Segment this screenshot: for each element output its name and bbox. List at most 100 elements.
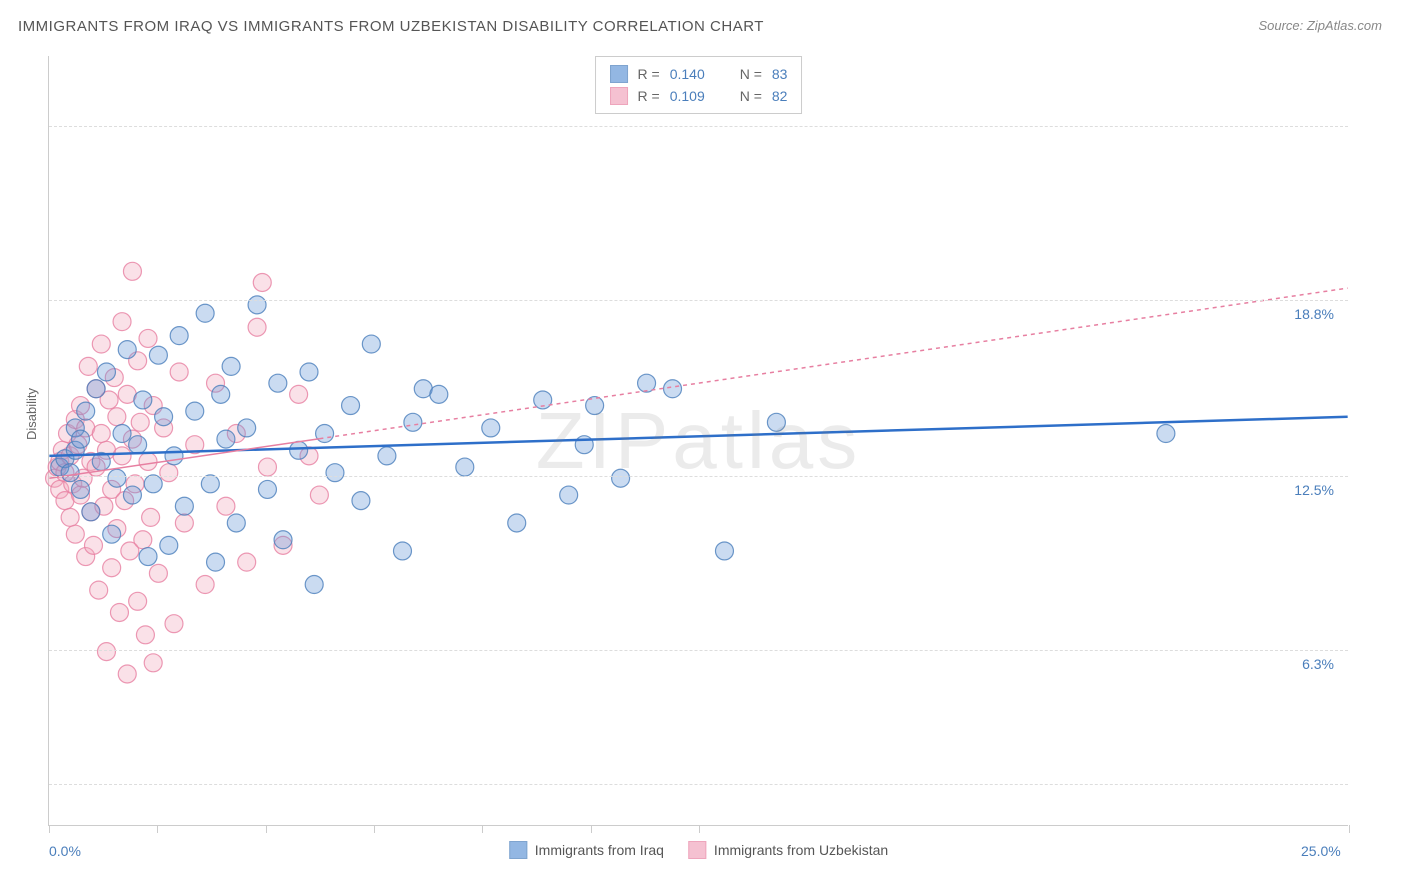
scatter-point bbox=[560, 486, 578, 504]
scatter-point bbox=[201, 475, 219, 493]
scatter-point bbox=[149, 564, 167, 582]
scatter-point bbox=[227, 514, 245, 532]
scatter-point bbox=[316, 425, 334, 443]
source-label: Source: bbox=[1258, 18, 1306, 33]
r-label-1: R = bbox=[638, 88, 660, 104]
x-tick bbox=[591, 825, 592, 833]
scatter-point bbox=[103, 559, 121, 577]
scatter-point bbox=[253, 274, 271, 292]
r-label-0: R = bbox=[638, 66, 660, 82]
scatter-point bbox=[258, 480, 276, 498]
scatter-point bbox=[290, 441, 308, 459]
scatter-point bbox=[342, 397, 360, 415]
n-value-0: 83 bbox=[772, 66, 788, 82]
scatter-point bbox=[248, 296, 266, 314]
legend-swatch-0 bbox=[610, 65, 628, 83]
y-tick-label: 12.5% bbox=[1294, 482, 1334, 498]
scatter-point bbox=[84, 536, 102, 554]
x-tick bbox=[374, 825, 375, 833]
scatter-point bbox=[160, 464, 178, 482]
scatter-point bbox=[139, 329, 157, 347]
scatter-point bbox=[1157, 425, 1175, 443]
scatter-point bbox=[767, 413, 785, 431]
legend-series-label-0: Immigrants from Iraq bbox=[535, 842, 664, 858]
chart-container: IMMIGRANTS FROM IRAQ VS IMMIGRANTS FROM … bbox=[0, 0, 1406, 892]
scatter-point bbox=[97, 363, 115, 381]
plot-area: ZIPatlas R = 0.140 N = 83 R = 0.109 N = … bbox=[48, 56, 1348, 826]
scatter-point bbox=[131, 413, 149, 431]
scatter-point bbox=[79, 357, 97, 375]
legend-series-item-1: Immigrants from Uzbekistan bbox=[688, 841, 888, 859]
scatter-point bbox=[269, 374, 287, 392]
source-value: ZipAtlas.com bbox=[1307, 18, 1382, 33]
n-label-0: N = bbox=[740, 66, 762, 82]
scatter-point bbox=[217, 430, 235, 448]
x-tick-label: 0.0% bbox=[49, 843, 81, 859]
scatter-point bbox=[129, 436, 147, 454]
x-tick bbox=[482, 825, 483, 833]
scatter-point bbox=[352, 492, 370, 510]
scatter-point bbox=[186, 402, 204, 420]
gridline bbox=[49, 784, 1348, 785]
scatter-point bbox=[61, 508, 79, 526]
scatter-point bbox=[222, 357, 240, 375]
scatter-point bbox=[238, 419, 256, 437]
scatter-point bbox=[160, 536, 178, 554]
gridline bbox=[49, 650, 1348, 651]
scatter-point bbox=[139, 548, 157, 566]
y-tick-label: 6.3% bbox=[1302, 656, 1334, 672]
scatter-point bbox=[155, 408, 173, 426]
legend-stats-box: R = 0.140 N = 83 R = 0.109 N = 82 bbox=[595, 56, 803, 114]
scatter-point bbox=[196, 304, 214, 322]
scatter-point bbox=[393, 542, 411, 560]
scatter-point bbox=[378, 447, 396, 465]
x-tick bbox=[699, 825, 700, 833]
scatter-point bbox=[144, 475, 162, 493]
legend-stats-row-1: R = 0.109 N = 82 bbox=[610, 85, 788, 107]
scatter-point bbox=[404, 413, 422, 431]
gridline bbox=[49, 476, 1348, 477]
scatter-point bbox=[129, 592, 147, 610]
x-tick bbox=[49, 825, 50, 833]
scatter-point bbox=[165, 615, 183, 633]
scatter-point bbox=[118, 665, 136, 683]
scatter-point bbox=[118, 341, 136, 359]
scatter-point bbox=[139, 452, 157, 470]
scatter-point bbox=[82, 503, 100, 521]
scatter-point bbox=[149, 346, 167, 364]
scatter-point bbox=[175, 497, 193, 515]
y-axis-label: Disability bbox=[24, 388, 39, 440]
x-tick bbox=[266, 825, 267, 833]
n-label-1: N = bbox=[740, 88, 762, 104]
scatter-point bbox=[258, 458, 276, 476]
scatter-point bbox=[110, 603, 128, 621]
scatter-point bbox=[430, 385, 448, 403]
x-tick bbox=[157, 825, 158, 833]
scatter-point bbox=[248, 318, 266, 336]
scatter-point bbox=[113, 313, 131, 331]
scatter-point bbox=[97, 643, 115, 661]
scatter-point bbox=[72, 480, 90, 498]
scatter-point bbox=[113, 447, 131, 465]
scatter-point bbox=[326, 464, 344, 482]
n-value-1: 82 bbox=[772, 88, 788, 104]
legend-series-item-0: Immigrants from Iraq bbox=[509, 841, 664, 859]
scatter-point bbox=[142, 508, 160, 526]
r-value-1: 0.109 bbox=[670, 88, 720, 104]
scatter-point bbox=[212, 385, 230, 403]
scatter-point bbox=[134, 391, 152, 409]
y-tick-label: 18.8% bbox=[1294, 306, 1334, 322]
scatter-point bbox=[175, 514, 193, 532]
scatter-point bbox=[217, 497, 235, 515]
legend-series-swatch-1 bbox=[688, 841, 706, 859]
scatter-point bbox=[108, 469, 126, 487]
legend-series: Immigrants from Iraq Immigrants from Uzb… bbox=[509, 841, 888, 859]
scatter-point bbox=[123, 486, 141, 504]
scatter-point bbox=[305, 576, 323, 594]
scatter-point bbox=[715, 542, 733, 560]
scatter-point bbox=[664, 380, 682, 398]
scatter-point bbox=[123, 262, 141, 280]
scatter-point bbox=[362, 335, 380, 353]
scatter-point bbox=[290, 385, 308, 403]
legend-series-label-1: Immigrants from Uzbekistan bbox=[714, 842, 888, 858]
